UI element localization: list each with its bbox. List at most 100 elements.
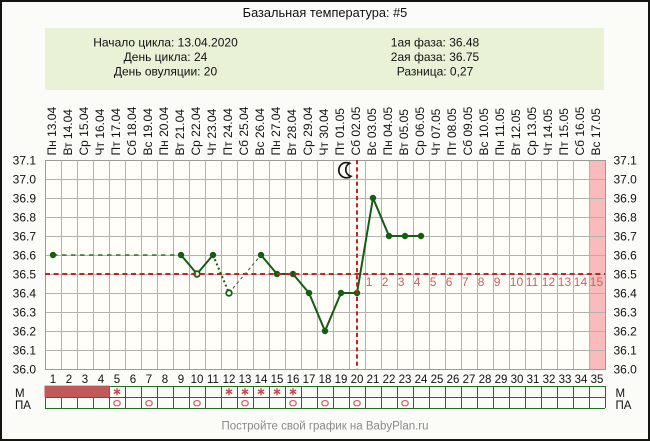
svg-text:6: 6 [446, 275, 453, 289]
svg-text:Чт 23.04: Чт 23.04 [205, 108, 219, 155]
svg-text:36.4: 36.4 [13, 286, 37, 300]
svg-text:37.1: 37.1 [614, 153, 638, 167]
svg-text:Чт 30.04: Чт 30.04 [317, 108, 331, 155]
svg-text:1ая фаза: 36.48: 1ая фаза: 36.48 [391, 35, 480, 49]
svg-text:36.6: 36.6 [13, 248, 37, 262]
svg-text:1: 1 [366, 275, 373, 289]
svg-text:36.5: 36.5 [614, 267, 638, 281]
svg-text:36.3: 36.3 [13, 305, 37, 319]
svg-text:Вт 05.05: Вт 05.05 [397, 109, 411, 156]
svg-text:11: 11 [207, 374, 219, 386]
svg-text:36.6: 36.6 [614, 248, 638, 262]
svg-text:26: 26 [447, 374, 460, 386]
svg-text:Вт 28.04: Вт 28.04 [285, 109, 299, 156]
svg-text:ПА: ПА [616, 400, 632, 412]
svg-text:День овуляции: 20: День овуляции: 20 [114, 65, 218, 79]
svg-text:М: М [15, 388, 25, 400]
svg-text:6: 6 [130, 374, 136, 386]
svg-text:20: 20 [351, 374, 364, 386]
svg-text:37.0: 37.0 [13, 172, 37, 186]
svg-text:33: 33 [559, 374, 572, 386]
svg-text:13: 13 [558, 275, 572, 289]
svg-text:Базальная температура: #5: Базальная температура: #5 [243, 5, 408, 20]
svg-text:36.8: 36.8 [614, 210, 638, 224]
svg-text:24: 24 [415, 374, 428, 386]
svg-text:Сб 18.04: Сб 18.04 [125, 106, 139, 155]
svg-text:9: 9 [178, 374, 184, 386]
svg-text:Сб 02.05: Сб 02.05 [349, 106, 363, 155]
svg-text:32: 32 [543, 374, 556, 386]
svg-text:3: 3 [82, 374, 88, 386]
svg-text:31: 31 [527, 374, 540, 386]
svg-text:Вс 03.05: Вс 03.05 [365, 108, 379, 156]
svg-text:Пн 11.05: Пн 11.05 [493, 107, 507, 155]
svg-text:14: 14 [574, 275, 588, 289]
svg-text:Вт 21.04: Вт 21.04 [173, 109, 187, 156]
svg-text:ПА: ПА [15, 400, 31, 412]
svg-text:Постройте свой график на BabyP: Постройте свой график на BabyPlan.ru [221, 421, 428, 433]
svg-text:16: 16 [287, 374, 300, 386]
svg-text:Пн 13.04: Пн 13.04 [45, 107, 59, 156]
svg-text:Сб 25.04: Сб 25.04 [237, 106, 251, 155]
svg-text:8: 8 [478, 275, 485, 289]
svg-text:День цикла: 24: День цикла: 24 [124, 50, 208, 64]
svg-text:13: 13 [239, 374, 252, 386]
svg-text:4: 4 [414, 275, 421, 289]
svg-text:12: 12 [542, 275, 556, 289]
svg-text:11: 11 [526, 275, 539, 289]
svg-text:Вс 19.04: Вс 19.04 [141, 108, 155, 156]
svg-text:Вс 10.05: Вс 10.05 [477, 108, 491, 156]
svg-text:2: 2 [382, 275, 389, 289]
svg-text:36.4: 36.4 [614, 286, 638, 300]
svg-text:10: 10 [510, 275, 524, 289]
svg-text:Пт 24.04: Пт 24.04 [221, 108, 235, 156]
svg-text:36.3: 36.3 [614, 305, 638, 319]
svg-text:23: 23 [399, 374, 412, 386]
svg-text:9: 9 [494, 275, 501, 289]
svg-text:Ср 22.04: Ср 22.04 [189, 106, 203, 155]
svg-text:12: 12 [223, 374, 236, 386]
svg-text:Пн 04.05: Пн 04.05 [381, 107, 395, 156]
svg-text:15: 15 [590, 275, 604, 289]
svg-text:Вс 26.04: Вс 26.04 [253, 108, 267, 156]
svg-text:Ср 29.04: Ср 29.04 [301, 106, 315, 155]
svg-text:30: 30 [511, 374, 524, 386]
svg-text:14: 14 [255, 374, 268, 386]
svg-text:Вс 17.05: Вс 17.05 [589, 108, 603, 156]
svg-text:10: 10 [191, 374, 204, 386]
svg-text:17: 17 [303, 374, 316, 386]
svg-text:36.9: 36.9 [13, 191, 37, 205]
svg-text:37.1: 37.1 [13, 153, 37, 167]
svg-text:2ая фаза: 36.75: 2ая фаза: 36.75 [391, 50, 480, 64]
svg-text:Пт 15.05: Пт 15.05 [557, 108, 571, 156]
svg-text:Пт 08.05: Пт 08.05 [445, 108, 459, 156]
svg-text:Пт 17.04: Пт 17.04 [109, 108, 123, 156]
svg-text:27: 27 [463, 374, 476, 386]
svg-text:Ср 15.04: Ср 15.04 [77, 106, 91, 155]
svg-text:5: 5 [114, 374, 120, 386]
svg-text:Чт 07.05: Чт 07.05 [429, 108, 443, 155]
svg-text:36.9: 36.9 [614, 191, 638, 205]
svg-text:36.2: 36.2 [614, 324, 638, 338]
svg-text:36.0: 36.0 [614, 362, 638, 376]
svg-text:7: 7 [146, 374, 152, 386]
svg-text:2: 2 [66, 374, 72, 386]
svg-text:19: 19 [335, 374, 348, 386]
svg-text:35: 35 [591, 374, 604, 386]
svg-text:Сб 09.05: Сб 09.05 [461, 106, 475, 155]
svg-text:Пн 20.04: Пн 20.04 [157, 107, 171, 156]
svg-text:7: 7 [462, 275, 469, 289]
svg-text:36.7: 36.7 [13, 229, 37, 243]
svg-text:22: 22 [383, 374, 396, 386]
svg-text:36.1: 36.1 [614, 343, 638, 357]
svg-text:29: 29 [495, 374, 508, 386]
svg-text:36.7: 36.7 [614, 229, 638, 243]
svg-text:Пн 27.04: Пн 27.04 [269, 107, 283, 156]
svg-text:Ср 13.05: Ср 13.05 [525, 106, 539, 155]
svg-text:8: 8 [162, 374, 168, 386]
svg-text:36.5: 36.5 [13, 267, 37, 281]
svg-text:М: М [616, 388, 626, 400]
svg-text:36.1: 36.1 [13, 343, 37, 357]
svg-text:21: 21 [367, 374, 380, 386]
svg-text:Вт 12.05: Вт 12.05 [509, 109, 523, 156]
